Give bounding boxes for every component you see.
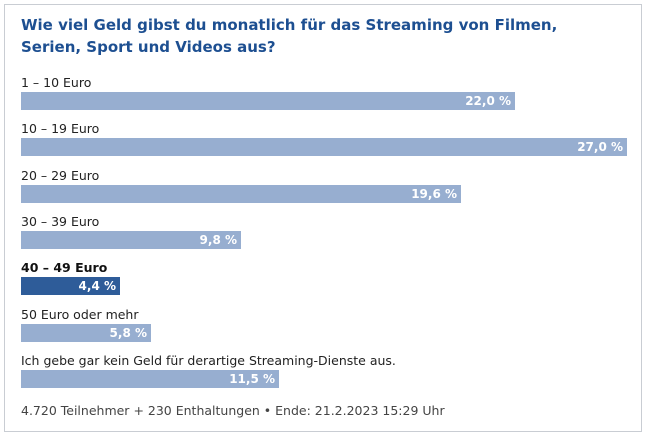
option-bar: 27,0 % (21, 138, 627, 157)
option-bar: 19,6 % (21, 184, 461, 203)
option-bar: 9,8 % (21, 230, 241, 249)
option-label: Ich gebe gar kein Geld für derartige Str… (21, 352, 396, 368)
footer-separator-plus: + (133, 403, 144, 418)
option-label: 40 – 49 Euro (21, 260, 108, 276)
option-percentage: 5,8 % (109, 325, 147, 340)
option-label: 50 Euro oder mehr (21, 306, 139, 322)
poll-footer: 4.720 Teilnehmer + 230 Enthaltungen • En… (21, 403, 445, 419)
poll-question: Wie viel Geld gibst du monatlich für das… (21, 16, 558, 56)
option-percentage: 27,0 % (577, 140, 623, 155)
participants-count: 4.720 Teilnehmer (21, 403, 130, 418)
option-bar-selected: 4,4 % (21, 277, 120, 296)
option-bar: 11,5 % (21, 369, 279, 388)
option-percentage: 19,6 % (411, 186, 457, 201)
option-label: 10 – 19 Euro (21, 121, 100, 137)
option-percentage: 11,5 % (229, 371, 275, 386)
abstentions-count: 230 Enthaltungen (147, 403, 260, 418)
option-percentage: 9,8 % (199, 232, 237, 247)
poll-card: Wie viel Geld gibst du monatlich für das… (4, 4, 642, 432)
option-percentage: 4,4 % (78, 279, 116, 294)
option-label: 1 – 10 Euro (21, 75, 92, 90)
footer-separator-dot: • (263, 403, 272, 418)
poll-end-time: Ende: 21.2.2023 15:29 Uhr (275, 403, 445, 418)
option-label: 30 – 39 Euro (21, 213, 100, 229)
option-label: 20 – 29 Euro (21, 167, 100, 183)
option-bar: 22,0 % (21, 92, 515, 110)
option-bar: 5,8 % (21, 323, 151, 342)
option-percentage: 22,0 % (465, 94, 511, 108)
